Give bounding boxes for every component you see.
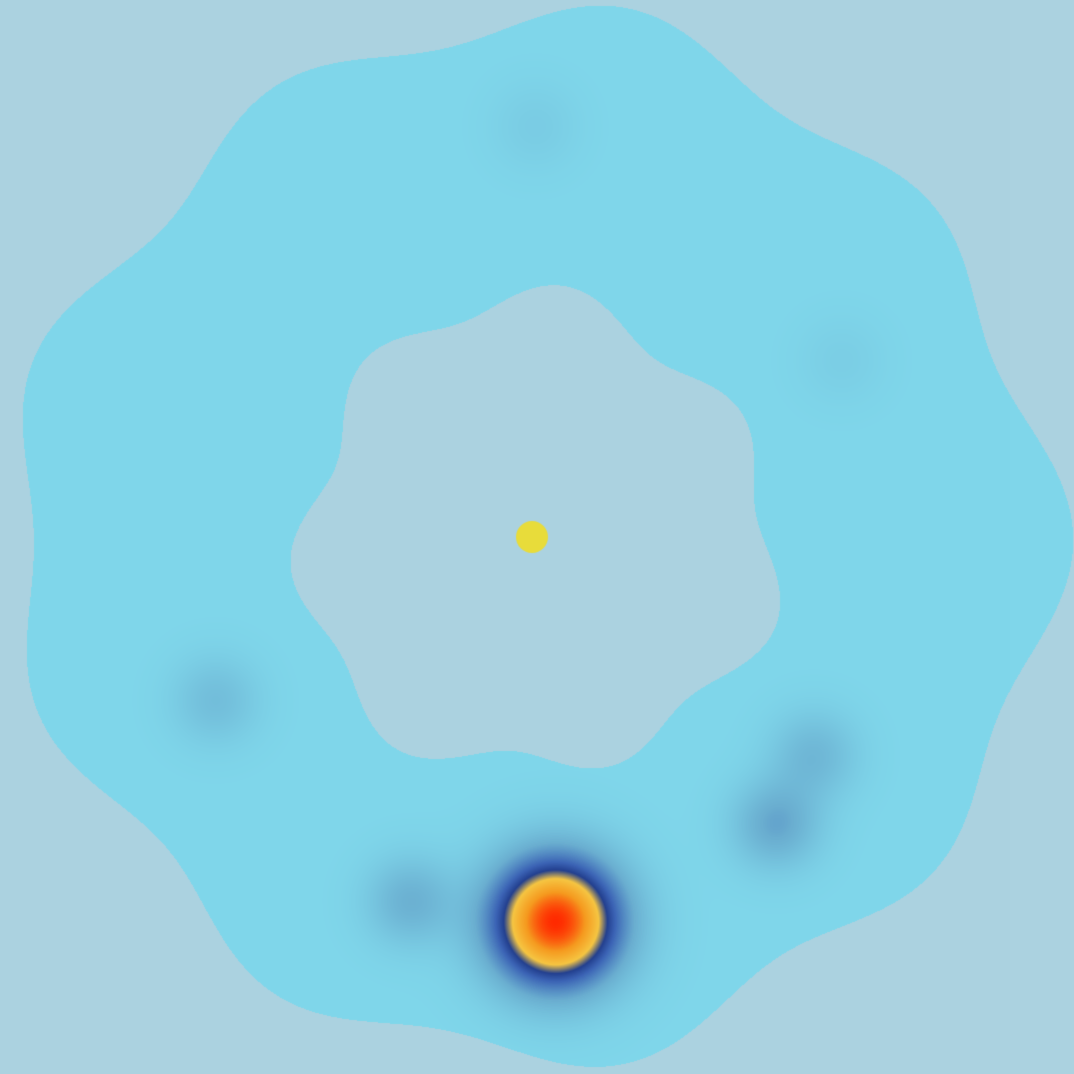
heatmap-canvas <box>0 0 1074 1074</box>
